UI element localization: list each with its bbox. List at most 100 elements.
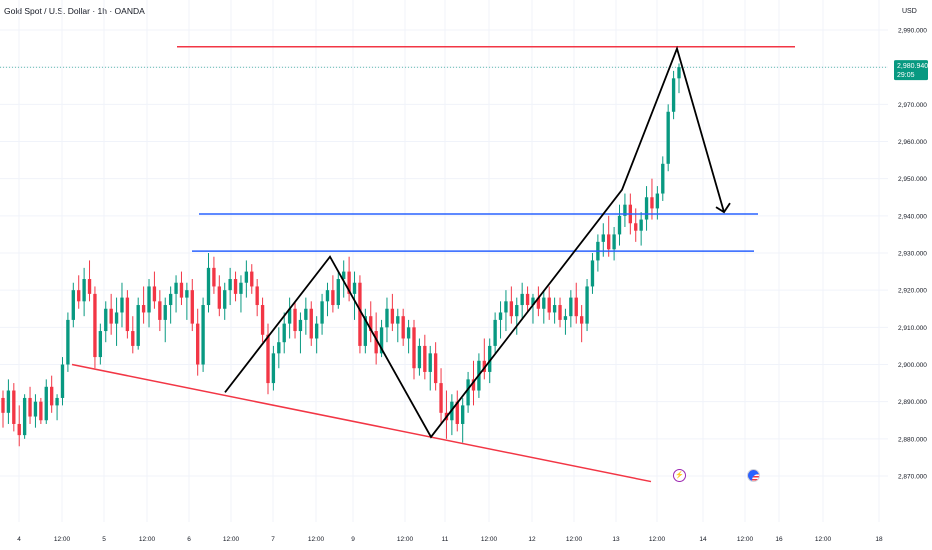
- candle-body: [488, 345, 492, 372]
- candle-body: [190, 290, 194, 324]
- price-axis[interactable]: 2,990.0002,980.0002,970.0002,960.0002,95…: [898, 28, 927, 481]
- candle-body: [309, 308, 313, 339]
- candle-body: [336, 279, 340, 306]
- candle-body: [28, 397, 32, 417]
- chart-title: Gold Spot / U.S. Dollar · 1h · OANDA: [4, 6, 145, 16]
- candle-body: [87, 279, 92, 294]
- candle-body: [244, 271, 249, 283]
- candle-body: [607, 234, 611, 250]
- candle-body: [590, 260, 595, 287]
- candle-body: [206, 267, 211, 306]
- grid-lines: [0, 0, 888, 522]
- candle-body: [352, 282, 357, 294]
- candle-body: [250, 271, 254, 287]
- candle-body: [185, 290, 189, 298]
- candle-body: [1, 397, 5, 413]
- candle-body: [363, 316, 368, 346]
- candle-body: [493, 319, 497, 346]
- candle-body: [314, 323, 319, 339]
- candle-body: [196, 323, 200, 365]
- candle-body: [433, 353, 438, 384]
- candle-body: [104, 308, 108, 332]
- x-tick-label: 12:00: [54, 536, 71, 543]
- candle-body: [612, 234, 616, 250]
- zigzag-pattern-path[interactable]: [224, 45, 725, 439]
- us-flag-icon[interactable]: [747, 469, 760, 482]
- lightning-icon[interactable]: ⚡: [673, 469, 686, 482]
- x-tick-label: 4: [17, 536, 21, 543]
- y-tick-label: 2,880.000: [898, 436, 927, 443]
- candle-body: [482, 360, 486, 372]
- candle-body: [525, 293, 530, 306]
- candle-body: [217, 286, 221, 309]
- candle-body: [406, 327, 411, 339]
- time-axis[interactable]: 4 12:00 5 12:00 6 12:00 7 12:00 9 12:00 11 12:00 12 1…: [17, 536, 883, 543]
- candle-body: [585, 286, 589, 324]
- candle-body: [77, 290, 81, 302]
- descending-trend-line[interactable]: [71, 363, 652, 483]
- y-tick-label: 2,990.000: [898, 28, 927, 35]
- x-tick-label: 12:00: [566, 536, 583, 543]
- x-tick-label: 14: [699, 536, 707, 543]
- candle-body: [466, 379, 470, 406]
- candle-body: [98, 331, 103, 358]
- candle-body: [168, 293, 173, 306]
- candle-body: [71, 290, 75, 320]
- candle-body: [531, 297, 535, 306]
- x-tick-label: 12:00: [308, 536, 325, 543]
- drawing-overlays[interactable]: [0, 45, 888, 483]
- x-tick-label: 12:00: [397, 536, 414, 543]
- candle-body: [66, 319, 70, 365]
- x-tick-label: 12:00: [649, 536, 666, 543]
- candle-body: [536, 297, 541, 309]
- candle-body: [347, 271, 351, 294]
- candle-body: [201, 305, 205, 365]
- candle-body: [179, 282, 184, 298]
- candle-body: [639, 219, 643, 231]
- candle-body: [428, 353, 432, 372]
- candle-body: [650, 197, 654, 209]
- candle-body: [82, 279, 86, 302]
- candle-body: [114, 312, 119, 324]
- candle-body: [509, 301, 514, 317]
- x-tick-label: 18: [875, 536, 883, 543]
- candle-body: [666, 111, 670, 164]
- candle-body: [163, 305, 167, 320]
- candle-body: [282, 323, 286, 343]
- candle-body: [293, 308, 297, 332]
- candle-body: [563, 316, 568, 320]
- candle-body: [212, 267, 216, 287]
- candle-body: [417, 345, 422, 369]
- y-tick-label: 2,920.000: [898, 288, 927, 295]
- candle-body: [342, 271, 346, 280]
- price-tag-value: 2,980.940: [897, 63, 928, 70]
- y-tick-label: 2,940.000: [898, 213, 927, 220]
- y-tick-label: 2,900.000: [898, 362, 927, 369]
- candle-body: [287, 308, 292, 324]
- x-tick-label: 11: [442, 536, 449, 543]
- candle-body: [379, 327, 384, 354]
- y-tick-label: 2,970.000: [898, 102, 927, 109]
- y-tick-label: 2,960.000: [898, 139, 927, 146]
- currency-label: USD: [902, 8, 917, 15]
- x-tick-label: 5: [102, 536, 106, 543]
- y-tick-label: 2,870.000: [898, 474, 927, 481]
- candle-body: [412, 327, 416, 369]
- candle-body: [601, 234, 605, 242]
- candle-body: [158, 301, 162, 320]
- candle-body: [136, 305, 140, 346]
- candle-body: [390, 308, 395, 324]
- candle-body: [239, 282, 243, 294]
- candle-body: [617, 215, 622, 235]
- candle-body: [455, 401, 459, 424]
- candle-body: [233, 279, 238, 294]
- candle-body: [358, 282, 362, 346]
- x-tick-label: 12:00: [481, 536, 498, 543]
- candle-body: [385, 308, 389, 328]
- candle-body: [6, 390, 11, 413]
- candle-body: [439, 383, 443, 413]
- candle-body: [520, 293, 524, 306]
- candle-body: [542, 297, 546, 309]
- candle-body: [49, 386, 54, 406]
